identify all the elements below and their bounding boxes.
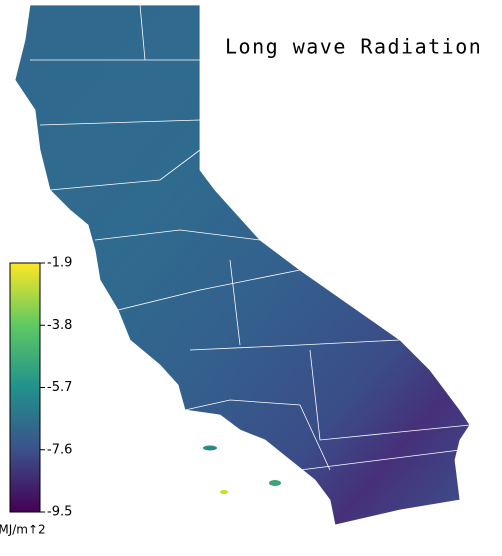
tick-label: -7.6 xyxy=(47,442,72,457)
california xyxy=(14,4,471,526)
island xyxy=(269,480,281,486)
tick-label: -1.9 xyxy=(47,256,72,271)
island xyxy=(220,490,228,494)
title: Long wave Radiation xyxy=(225,35,482,59)
state-shape xyxy=(14,4,471,526)
island xyxy=(203,445,217,451)
colorbar-axis: -1.9 -3.8 -5.7 -7.6 -9.5 xyxy=(40,256,72,520)
tick-label: -9.5 xyxy=(47,505,72,520)
tick-label: -3.8 xyxy=(47,318,72,333)
tick-label: -5.7 xyxy=(47,380,72,395)
county-lines xyxy=(30,4,471,471)
colorbar-label: MJ/m↑2 xyxy=(0,523,46,537)
colorbar xyxy=(9,262,41,513)
